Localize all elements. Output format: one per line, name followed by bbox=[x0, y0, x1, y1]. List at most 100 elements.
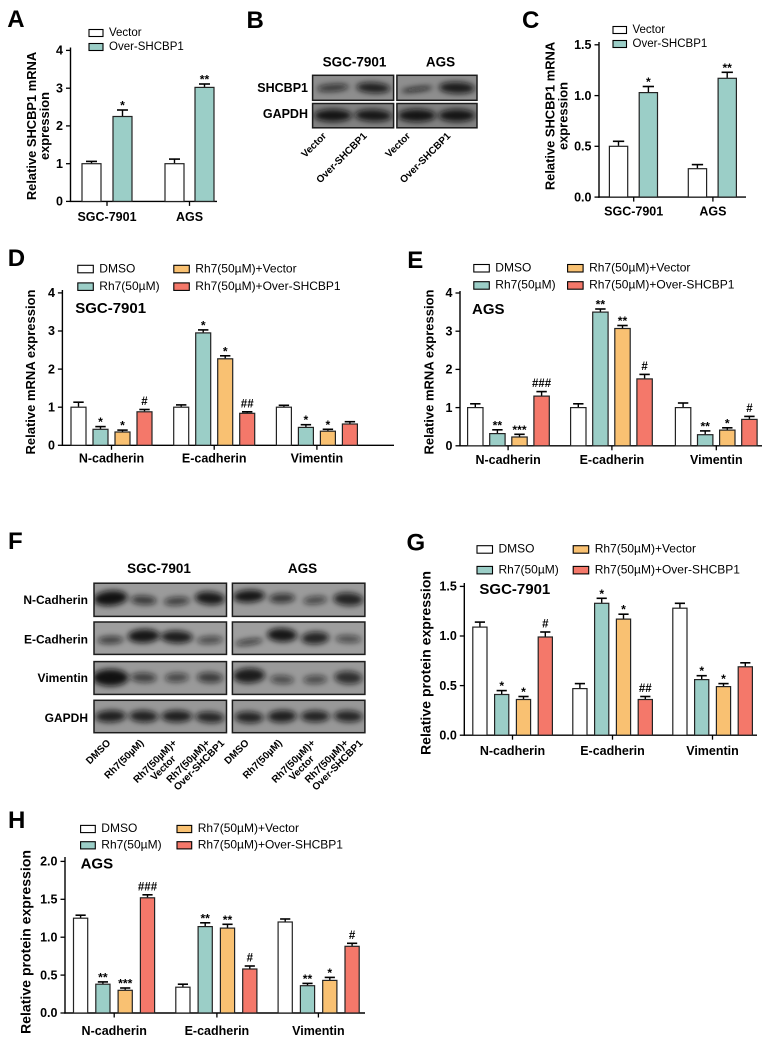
svg-text:DMSO: DMSO bbox=[499, 542, 535, 556]
svg-text:Rh7(50µM)+Vector: Rh7(50µM)+Vector bbox=[589, 261, 690, 275]
svg-text:Rh7(50µM)+Vector: Rh7(50µM)+Vector bbox=[595, 542, 696, 556]
svg-text:1: 1 bbox=[56, 157, 63, 171]
svg-text:#: # bbox=[641, 361, 648, 373]
svg-text:N-Cadherin: N-Cadherin bbox=[23, 593, 88, 607]
svg-text:E-cadherin: E-cadherin bbox=[580, 453, 645, 467]
svg-text:1.0: 1.0 bbox=[40, 930, 57, 944]
svg-text:#: # bbox=[542, 619, 549, 631]
svg-text:DMSO: DMSO bbox=[101, 821, 137, 835]
svg-text:**: ** bbox=[200, 911, 210, 925]
svg-text:E-cadherin: E-cadherin bbox=[185, 1024, 250, 1038]
svg-text:3: 3 bbox=[56, 81, 63, 95]
svg-text:C: C bbox=[522, 7, 539, 34]
svg-text:Vimentin: Vimentin bbox=[686, 744, 739, 758]
svg-text:*: * bbox=[201, 318, 206, 332]
svg-text:AGS: AGS bbox=[472, 301, 505, 318]
svg-text:0: 0 bbox=[48, 439, 55, 453]
svg-text:Rh7(50µM)+Over-SHCBP1: Rh7(50µM)+Over-SHCBP1 bbox=[589, 278, 735, 292]
svg-text:Rh7(50µM)+Vector: Rh7(50µM)+Vector bbox=[198, 821, 299, 835]
svg-text:**: ** bbox=[722, 61, 732, 75]
svg-text:E-cadherin: E-cadherin bbox=[580, 744, 645, 758]
svg-text:Rh7(50µM)+Vector: Rh7(50µM)+Vector bbox=[195, 261, 296, 275]
svg-text:B: B bbox=[247, 7, 264, 34]
svg-text:Relative SHCBP1 mRNA: Relative SHCBP1 mRNA bbox=[543, 42, 558, 190]
svg-text:DMSO: DMSO bbox=[99, 261, 135, 275]
svg-text:1.0: 1.0 bbox=[574, 89, 591, 103]
svg-text:SHCBP1: SHCBP1 bbox=[257, 81, 308, 95]
svg-text:**: ** bbox=[303, 972, 313, 986]
svg-text:*: * bbox=[721, 672, 726, 686]
svg-text:N-cadherin: N-cadherin bbox=[475, 453, 540, 467]
svg-text:***: *** bbox=[512, 423, 526, 437]
svg-text:***: *** bbox=[118, 977, 132, 991]
svg-text:0.0: 0.0 bbox=[439, 728, 456, 742]
svg-text:G: G bbox=[407, 530, 426, 557]
svg-text:**: ** bbox=[493, 418, 503, 432]
svg-text:DMSO: DMSO bbox=[495, 261, 531, 275]
svg-text:Relative protein expression: Relative protein expression bbox=[18, 850, 34, 1034]
svg-text:SGC-7901: SGC-7901 bbox=[479, 581, 550, 598]
svg-text:SGC-7901: SGC-7901 bbox=[604, 205, 663, 219]
svg-text:4: 4 bbox=[446, 286, 453, 300]
svg-text:1: 1 bbox=[48, 400, 55, 414]
svg-text:*: * bbox=[304, 413, 309, 427]
svg-text:2: 2 bbox=[446, 363, 453, 377]
svg-text:#: # bbox=[349, 930, 356, 942]
svg-text:0: 0 bbox=[56, 195, 63, 209]
svg-text:expression: expression bbox=[556, 82, 571, 150]
svg-text:###: ### bbox=[138, 881, 158, 893]
svg-text:*: * bbox=[326, 418, 331, 432]
svg-text:0.0: 0.0 bbox=[40, 1006, 57, 1020]
svg-text:Vimentin: Vimentin bbox=[291, 452, 344, 466]
svg-text:E-cadherin: E-cadherin bbox=[182, 452, 247, 466]
svg-text:*: * bbox=[599, 587, 604, 601]
svg-text:Vimentin: Vimentin bbox=[690, 453, 743, 467]
svg-text:Rh7(50µM)+Over-SHCBP1: Rh7(50µM)+Over-SHCBP1 bbox=[198, 837, 344, 851]
svg-text:N-cadherin: N-cadherin bbox=[82, 1024, 147, 1038]
svg-text:##: ## bbox=[639, 683, 652, 695]
svg-text:AGS: AGS bbox=[426, 55, 455, 70]
svg-text:###: ### bbox=[532, 378, 552, 390]
svg-text:*: * bbox=[120, 419, 125, 433]
svg-text:##: ## bbox=[241, 398, 254, 410]
svg-text:0.5: 0.5 bbox=[40, 968, 57, 982]
svg-text:N-cadherin: N-cadherin bbox=[480, 744, 545, 758]
svg-text:Rh7(50µM): Rh7(50µM) bbox=[495, 278, 555, 292]
svg-text:1.5: 1.5 bbox=[40, 893, 57, 907]
svg-text:Rh7(50µM)+Over-SHCBP1: Rh7(50µM)+Over-SHCBP1 bbox=[595, 562, 741, 576]
svg-text:Relative mRNA expression: Relative mRNA expression bbox=[23, 289, 38, 454]
svg-text:Vector: Vector bbox=[633, 24, 666, 36]
svg-text:0: 0 bbox=[446, 439, 453, 453]
svg-text:SGC-7901: SGC-7901 bbox=[127, 561, 191, 576]
svg-text:GAPDH: GAPDH bbox=[263, 107, 308, 121]
svg-text:3: 3 bbox=[48, 324, 55, 338]
svg-text:#: # bbox=[141, 396, 148, 408]
svg-text:Vimentin: Vimentin bbox=[292, 1024, 345, 1038]
svg-text:N-cadherin: N-cadherin bbox=[79, 452, 144, 466]
svg-text:#: # bbox=[247, 953, 254, 965]
svg-text:A: A bbox=[7, 6, 24, 33]
svg-text:Relative protein expression: Relative protein expression bbox=[418, 571, 434, 755]
svg-text:*: * bbox=[223, 344, 228, 358]
svg-text:*: * bbox=[621, 603, 626, 617]
svg-text:Vector: Vector bbox=[109, 27, 142, 39]
svg-text:**: ** bbox=[98, 970, 108, 984]
svg-text:E: E bbox=[407, 247, 423, 274]
svg-text:SGC-7901: SGC-7901 bbox=[75, 300, 146, 317]
svg-text:*: * bbox=[699, 664, 704, 678]
svg-text:E-Cadherin: E-Cadherin bbox=[24, 633, 88, 647]
svg-text:GAPDH: GAPDH bbox=[45, 711, 88, 725]
svg-text:**: ** bbox=[700, 419, 710, 433]
svg-text:#: # bbox=[746, 403, 753, 415]
svg-text:Vimentin: Vimentin bbox=[38, 671, 88, 685]
svg-text:D: D bbox=[8, 245, 25, 272]
svg-text:Rh7(50µM)+Over-SHCBP1: Rh7(50µM)+Over-SHCBP1 bbox=[195, 279, 341, 293]
svg-text:*: * bbox=[120, 99, 125, 113]
svg-text:0.5: 0.5 bbox=[574, 140, 591, 154]
svg-text:SGC-7901: SGC-7901 bbox=[77, 210, 136, 224]
svg-text:Relative SHCBP1 mRNA: Relative SHCBP1 mRNA bbox=[24, 52, 39, 200]
svg-text:Rh7(50µM): Rh7(50µM) bbox=[99, 279, 159, 293]
svg-text:1: 1 bbox=[446, 401, 453, 415]
svg-text:expression: expression bbox=[37, 92, 52, 160]
svg-text:1.0: 1.0 bbox=[439, 629, 456, 643]
